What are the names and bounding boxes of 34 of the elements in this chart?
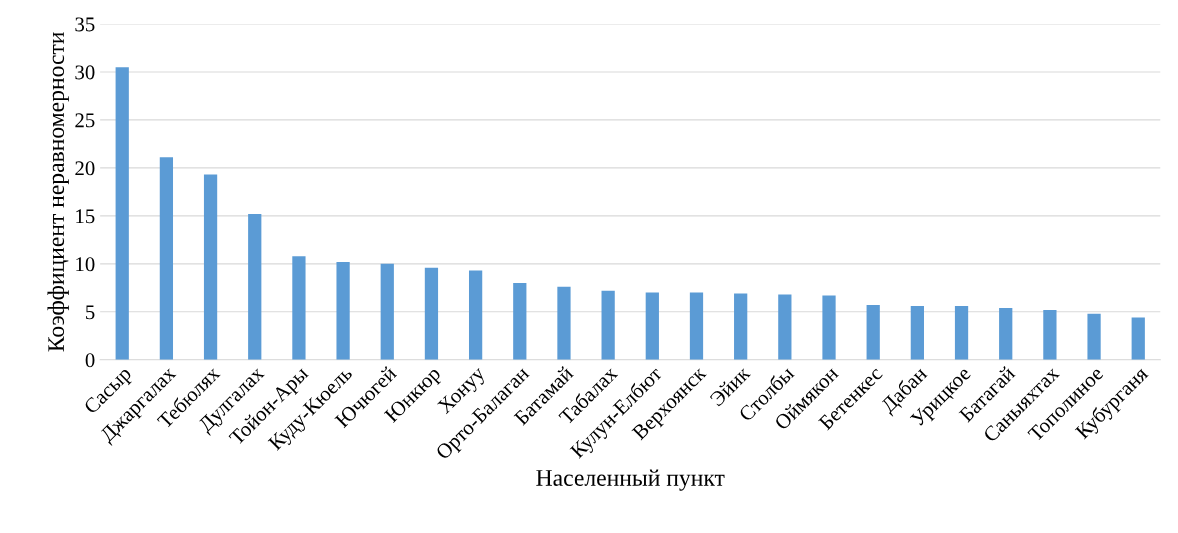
y-tick-label: 35 (75, 17, 95, 32)
bar (336, 261, 350, 360)
y-tick-label: 10 (76, 257, 95, 272)
bar (115, 67, 129, 360)
bar (1131, 317, 1145, 360)
bar (778, 294, 792, 360)
bar (645, 292, 659, 360)
y-axis-title: Коэффициент неравномерности (47, 32, 69, 352)
bar (513, 283, 527, 360)
y-tick-label: 25 (75, 113, 95, 128)
bar (292, 256, 306, 360)
bar (380, 263, 394, 360)
bar (159, 157, 174, 360)
bar (203, 174, 218, 360)
bar (601, 290, 615, 360)
bar (424, 267, 439, 360)
y-tick-label: 5 (86, 305, 95, 320)
bar (1043, 309, 1057, 360)
bar (734, 293, 748, 360)
y-tick-label: 15 (76, 209, 95, 224)
bar (866, 305, 880, 360)
y-tick-label: 0 (85, 353, 95, 368)
bar (1087, 313, 1101, 360)
bar (999, 307, 1013, 360)
x-axis-title: Населенный пункт (536, 469, 725, 491)
bar (954, 306, 969, 360)
bar (822, 295, 836, 360)
bar (910, 306, 924, 360)
bar (689, 292, 704, 360)
y-tick-label: 20 (75, 161, 95, 176)
bar (248, 213, 262, 360)
y-tick-label: 30 (75, 65, 95, 80)
bar (468, 270, 483, 360)
bar (557, 286, 571, 360)
